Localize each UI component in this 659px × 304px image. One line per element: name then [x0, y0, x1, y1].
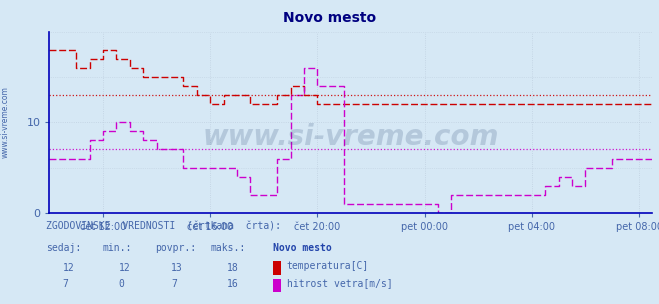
Text: 18: 18: [227, 263, 239, 273]
Text: ZGODOVINSKE  VREDNOSTI  (črtkana  črta):: ZGODOVINSKE VREDNOSTI (črtkana črta):: [46, 222, 281, 232]
Text: 13: 13: [171, 263, 183, 273]
Text: 7: 7: [171, 279, 177, 289]
Text: 12: 12: [63, 263, 74, 273]
Text: maks.:: maks.:: [211, 243, 246, 253]
Text: Novo mesto: Novo mesto: [273, 243, 332, 253]
Text: Novo mesto: Novo mesto: [283, 11, 376, 25]
Text: min.:: min.:: [102, 243, 132, 253]
Text: www.si-vreme.com: www.si-vreme.com: [203, 123, 499, 151]
Text: 0: 0: [119, 279, 125, 289]
Text: 12: 12: [119, 263, 130, 273]
Text: 16: 16: [227, 279, 239, 289]
Text: sedaj:: sedaj:: [46, 243, 81, 253]
Text: www.si-vreme.com: www.si-vreme.com: [1, 86, 10, 157]
Text: povpr.:: povpr.:: [155, 243, 196, 253]
Text: temperatura[C]: temperatura[C]: [287, 261, 369, 271]
Text: hitrost vetra[m/s]: hitrost vetra[m/s]: [287, 278, 392, 288]
Text: 7: 7: [63, 279, 69, 289]
